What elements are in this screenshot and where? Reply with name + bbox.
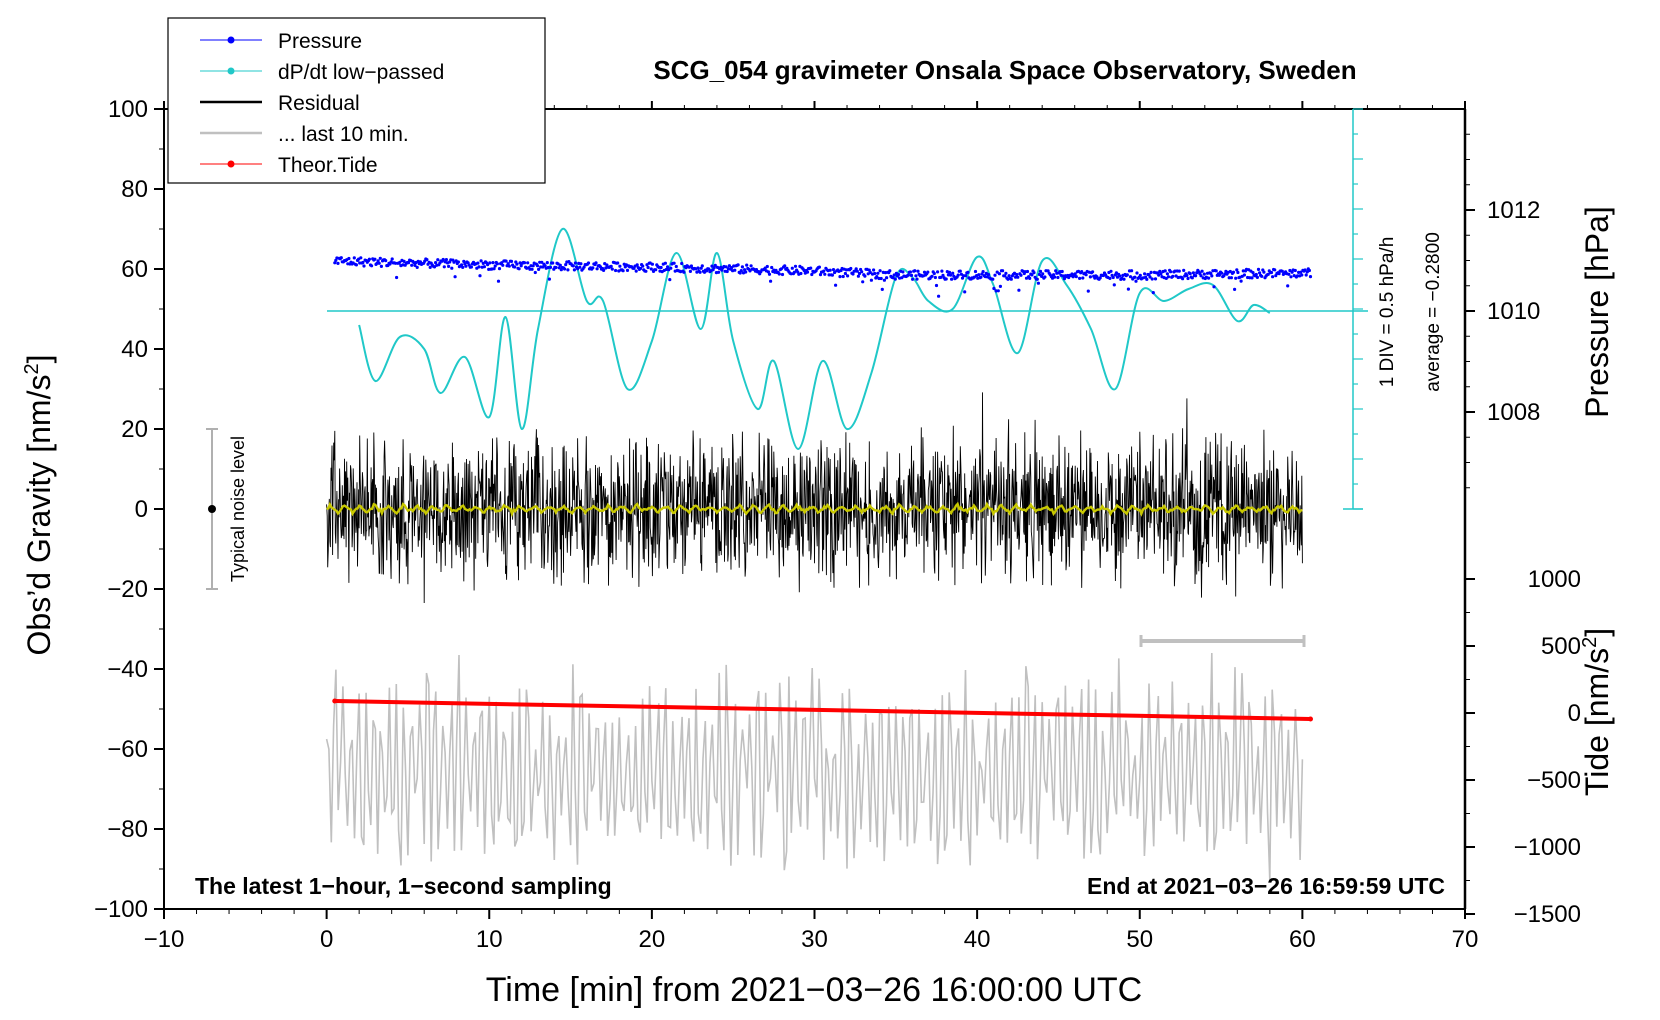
residual-smooth-trace	[326, 501, 1303, 518]
dpdt-scale-label: 1 DIV = 0.5 hPa/h	[1377, 237, 1398, 388]
legend-label: Theor.Tide	[278, 154, 378, 177]
tide-tick-label: 1000	[1528, 566, 1581, 593]
legend-label: Pressure	[278, 30, 362, 53]
tide-layer	[332, 698, 1314, 722]
residual-trace-layer	[326, 392, 1303, 604]
legend-item: Theor.Tide	[200, 154, 378, 177]
legend-item: dP/dt low−passed	[200, 61, 444, 84]
x-tick-label: 70	[1452, 926, 1479, 953]
x-tick-label: 10	[476, 926, 503, 953]
tide-tick-label: −1500	[1514, 901, 1581, 928]
legend-swatch-dot	[227, 160, 235, 168]
y-tick-label: 20	[121, 416, 148, 443]
last-10-min-trace-layer	[325, 652, 1304, 881]
legend-swatch-dot	[227, 36, 235, 44]
y-tick-label: −80	[107, 816, 148, 843]
dpdt-average-label: average = −0.2800	[1423, 232, 1444, 392]
x-tick-label: 0	[320, 926, 333, 953]
x-tick-label: 30	[801, 926, 828, 953]
tide-tick-label: 500	[1541, 633, 1581, 660]
tide-point	[332, 698, 338, 704]
legend-box	[167, 17, 546, 184]
dpdt-scale-bar	[1343, 108, 1363, 510]
y-axis-label: Obs’d Gravity [nm/s2]	[21, 355, 57, 656]
tide-axis-label: Tide [nm/s2]	[1579, 628, 1615, 796]
pressure-points	[333, 256, 1313, 298]
noise-center-dot	[208, 505, 216, 513]
y-tick-label: 40	[121, 336, 148, 363]
legend-item: Residual	[200, 92, 360, 115]
legend-label: dP/dt low−passed	[278, 61, 444, 84]
x-tick-label: 40	[964, 926, 991, 953]
residual-trace	[326, 392, 1303, 604]
y-tick-label: −60	[107, 736, 148, 763]
legend-item: ... last 10 min.	[200, 123, 409, 146]
legend-label: Residual	[278, 92, 360, 115]
axes-layer: −10 0 10 20 30 40 50 60 70100806040200−20−40−60−…	[94, 96, 1581, 953]
last-10-min-bracket	[1139, 635, 1306, 647]
tide-tick-label: 0	[1568, 700, 1581, 727]
pressure-axis-label: Pressure [hPa]	[1579, 206, 1615, 418]
noise-label: Typical noise level	[228, 436, 248, 582]
sampling-note: The latest 1−hour, 1−second sampling	[195, 873, 612, 899]
legend: Pressure dP/dt low−passed Residual ... last…	[167, 17, 546, 184]
x-tick-label: 60	[1289, 926, 1316, 953]
y-tick-label: 80	[121, 176, 148, 203]
x-axis-label: Time [min] from 2021−03−26 16:00:00 UTC	[486, 971, 1142, 1009]
y-tick-label: 60	[121, 256, 148, 283]
noise-level-indicator: Typical noise level	[206, 428, 248, 590]
x-tick-label: 20	[639, 926, 666, 953]
y-tick-label: −20	[107, 576, 148, 603]
y-tick-label: −40	[107, 656, 148, 683]
y-tick-label: 100	[108, 96, 148, 123]
pressure-tick-label: 1008	[1487, 399, 1540, 426]
last-10-min-trace	[325, 652, 1304, 881]
tide-tick-label: −500	[1527, 767, 1581, 794]
pressure-tick-label: 1012	[1487, 197, 1540, 224]
x-tick-label: 50	[1126, 926, 1153, 953]
legend-label: ... last 10 min.	[278, 123, 409, 146]
tide-point	[1308, 716, 1314, 722]
legend-swatch-dot	[227, 67, 235, 75]
end-time-note: End at 2021−03−26 16:59:59 UTC	[1087, 873, 1445, 899]
dpdt-curve	[358, 227, 1271, 451]
y-tick-label: 0	[135, 496, 148, 523]
residual-smooth-layer	[326, 501, 1303, 518]
dpdt-layer	[358, 227, 1271, 451]
pressure-layer	[333, 256, 1313, 298]
pressure-tick-label: 1010	[1487, 298, 1540, 325]
tide-line	[334, 699, 1311, 721]
tide-tick-label: −1000	[1514, 834, 1581, 861]
y-tick-label: −100	[94, 896, 148, 923]
legend-item: Pressure	[200, 30, 362, 53]
x-tick-label: −10	[144, 926, 185, 953]
chart-title: SCG_054 gravimeter Onsala Space Observat…	[653, 55, 1356, 85]
